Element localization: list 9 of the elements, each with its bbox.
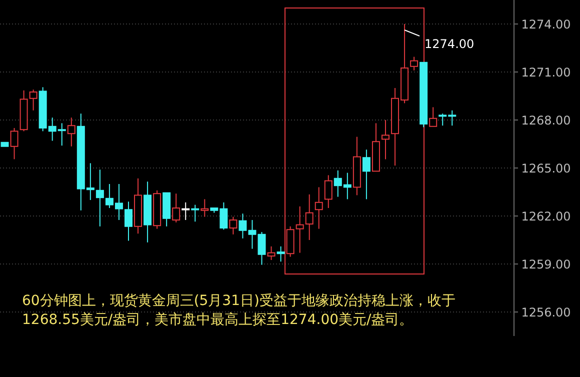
annotation: 60分钟图上，现货黄金周三(5月31日)受益于地缘政治持稳上涨，收于1268.55美元/盎司，美市盘中最高上探至1274.00美元/盎司。 — [22, 292, 456, 330]
y-tick-label: 1262.00 — [521, 210, 571, 224]
y-tick-label: 1271.00 — [521, 66, 571, 80]
y-tick-label: 1274.00 — [521, 18, 571, 32]
annotation: 1274.00 — [424, 37, 474, 51]
y-tick-label: 1268.00 — [521, 114, 571, 128]
y-tick-label: 1259.00 — [521, 258, 571, 272]
y-tick-label: 1265.00 — [521, 162, 571, 176]
y-tick-label: 1256.00 — [521, 306, 571, 320]
